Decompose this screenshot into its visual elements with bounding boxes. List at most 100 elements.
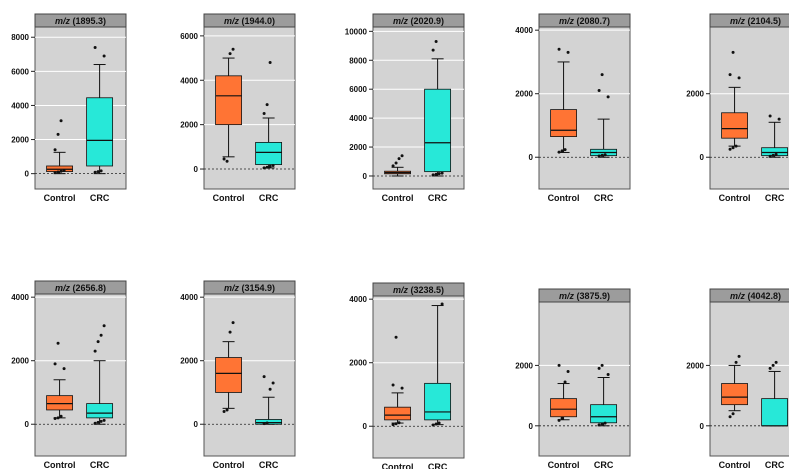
box-body [255,419,283,425]
x-category-label: CRC [594,193,614,203]
box-control [215,47,242,163]
panel-header [372,282,465,297]
panel-title-value: (3238.5) [410,285,444,295]
panel-title-value: (1944.0) [241,16,275,26]
panel-title: m/z (2020.9) [393,16,444,26]
outlier-point [397,421,401,425]
box-control [215,321,242,414]
outlier-point [102,418,106,422]
outlier-point [391,423,395,427]
box-body [86,97,114,167]
box-crc [590,73,618,158]
panel-header [709,13,789,28]
panel-title: m/z (1895.3) [55,16,106,26]
outlier-point [99,333,103,337]
panel-title-prefix: m/z [224,16,242,26]
y-tick-label: 2000 [515,90,533,99]
panel-title-prefix: m/z [559,291,577,301]
outlier-point [53,148,57,152]
box-body [255,141,283,165]
panel-header [203,280,296,295]
outlier-point [397,157,401,161]
x-category-label: Control [382,462,414,469]
outlier-point [768,366,772,370]
outlier-point [93,421,97,425]
outlier-point [268,164,272,168]
outlier-point [271,381,275,385]
panel-title: m/z (3875.9) [559,291,610,301]
box-body [384,406,411,421]
outlier-point [771,153,775,157]
box-control [721,354,748,419]
panel-title-value: (3875.9) [576,291,610,301]
y-tick-label: 0 [700,153,705,162]
outlier-point [728,73,732,77]
outlier-point [262,375,266,379]
outlier-point [774,152,778,156]
x-category-label: Control [548,193,580,203]
y-tick-label: 2000 [686,361,704,370]
chart-panel-6: m/z (2656.8) 0 2000 4000 Control CRC [11,280,127,469]
outlier-point [440,171,444,175]
box-body [761,398,789,427]
outlier-point [262,112,266,116]
y-tick-label: 2000 [180,357,198,366]
panel-title-value: (2656.8) [72,283,106,293]
box-body [721,383,748,406]
outlier-point [737,76,741,80]
outlier-point [96,420,100,424]
outlier-point [597,89,601,93]
panel-title: m/z (2080.7) [559,16,610,26]
outlier-point [231,47,235,51]
x-category-label: CRC [428,462,448,469]
outlier-point [225,408,229,412]
outlier-point [93,170,97,174]
panel-title-value: (4042.8) [747,291,781,301]
box-control [550,47,577,154]
y-tick-label: 4000 [349,295,367,304]
outlier-point [59,169,63,173]
y-tick-label: 0 [529,153,534,162]
outlier-point [728,415,732,419]
outlier-point [93,349,97,353]
outlier-point [53,362,57,366]
outlier-point [394,161,398,165]
box-control [384,154,411,177]
outlier-point [102,54,106,58]
box-crc [255,61,283,170]
chart-panel-4: m/z (2080.7) 0 2000 4000 Control CRC [515,13,631,203]
y-tick-label: 8000 [11,33,29,42]
outlier-point [59,414,63,418]
y-tick-label: 6000 [180,32,198,41]
box-control [384,335,411,427]
outlier-point [777,117,781,121]
outlier-point [56,170,60,174]
box-crc [86,324,114,425]
x-category-label: CRC [594,460,614,469]
outlier-point [102,324,106,328]
panel-header [372,13,465,28]
panel-title: m/z (2104.5) [730,16,781,26]
box-body [215,75,242,126]
y-tick-label: 4000 [11,101,29,110]
y-tick-label: 0 [25,170,30,179]
panel-title-value: (2020.9) [410,16,444,26]
outlier-point [437,172,441,176]
box-crc [255,375,283,426]
y-tick-label: 2000 [180,121,198,130]
box-body [424,382,452,421]
x-category-label: CRC [259,193,279,203]
outlier-point [560,416,564,420]
outlier-point [603,421,607,425]
box-body [550,398,577,418]
plot-area [34,293,127,457]
outlier-point [400,386,404,390]
box-body [86,403,114,419]
outlier-point [597,423,601,427]
chart-panel-7: m/z (3154.9) 0 2000 4000 Control CRC [180,280,296,469]
outlier-point [606,372,610,376]
y-tick-label: 2000 [515,361,533,370]
outlier-point [59,119,63,123]
chart-panel-8: m/z (3238.5) 0 2000 4000 Control CRC [349,282,465,469]
chart-panel-5: m/z (2104.5) 0 2000 Control CRC [686,13,789,203]
